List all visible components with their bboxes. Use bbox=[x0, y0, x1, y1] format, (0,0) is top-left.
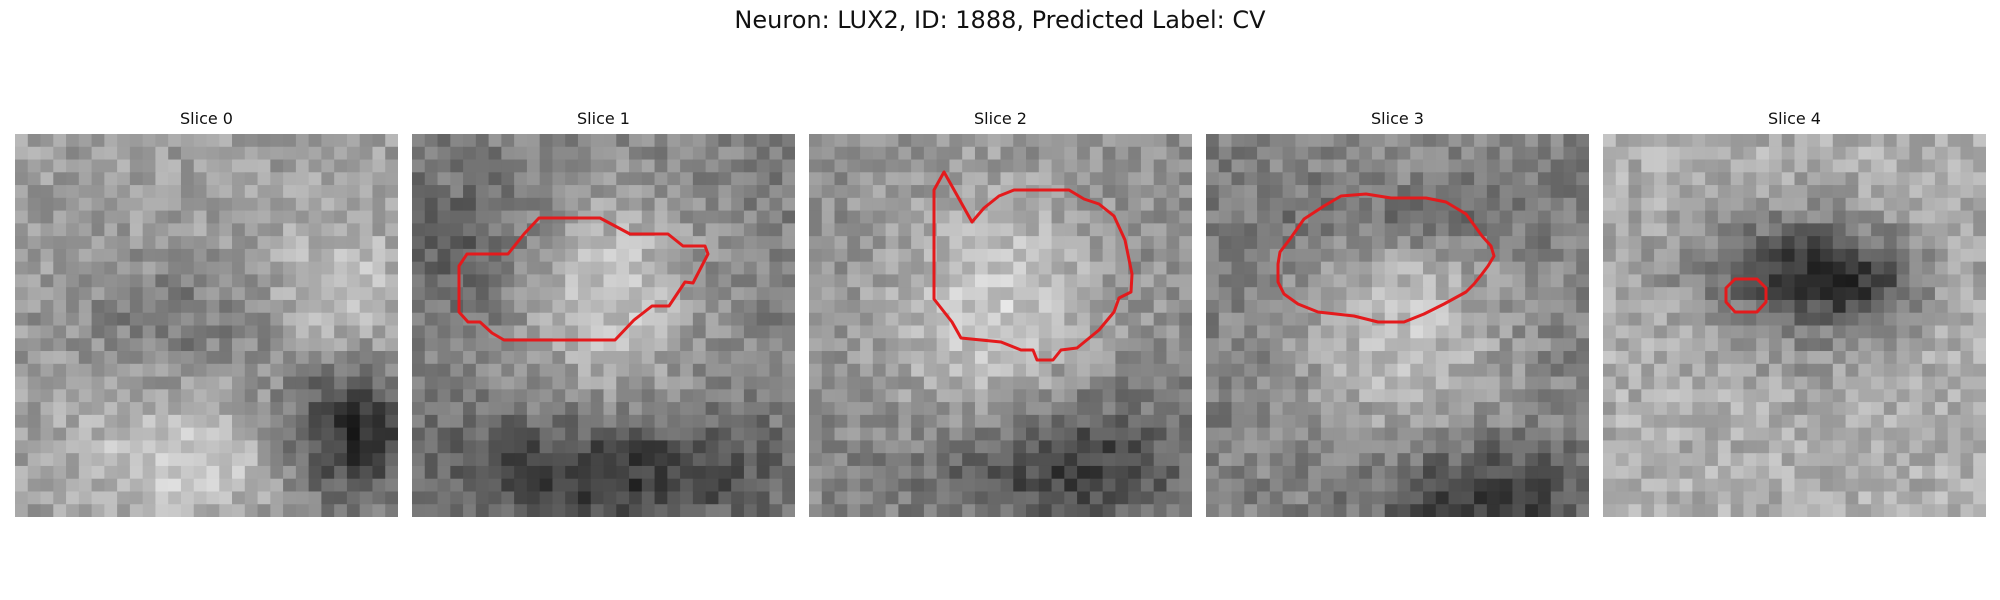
predicted-contour bbox=[457, 216, 710, 342]
slice-image-svg bbox=[15, 134, 398, 517]
slice-title: Slice 2 bbox=[974, 109, 1027, 128]
predicted-contour bbox=[932, 170, 1134, 362]
slice-panel-0: Slice 0 bbox=[15, 108, 398, 517]
slice-title: Slice 4 bbox=[1768, 109, 1821, 128]
slice-panel-3: Slice 3 bbox=[1206, 108, 1589, 517]
slice-panel-1: Slice 1 bbox=[412, 108, 795, 517]
slice-image bbox=[15, 134, 398, 517]
slice-image bbox=[412, 134, 795, 517]
slice-title: Slice 3 bbox=[1371, 109, 1424, 128]
predicted-contour bbox=[1276, 192, 1496, 324]
slice-title: Slice 0 bbox=[180, 109, 233, 128]
predicted-contour bbox=[1724, 277, 1768, 314]
slice-image-svg bbox=[1206, 134, 1589, 517]
slice-image-svg bbox=[1603, 134, 1986, 517]
figure-title: Neuron: LUX2, ID: 1888, Predicted Label:… bbox=[734, 6, 1266, 34]
slice-image-svg bbox=[809, 134, 1192, 517]
slice-image bbox=[1206, 134, 1589, 517]
slice-image bbox=[809, 134, 1192, 517]
slice-panel-2: Slice 2 bbox=[809, 108, 1192, 517]
slice-title: Slice 1 bbox=[577, 109, 630, 128]
slice-panel-4: Slice 4 bbox=[1603, 108, 1986, 517]
slice-image bbox=[1603, 134, 1986, 517]
slice-image-svg bbox=[412, 134, 795, 517]
